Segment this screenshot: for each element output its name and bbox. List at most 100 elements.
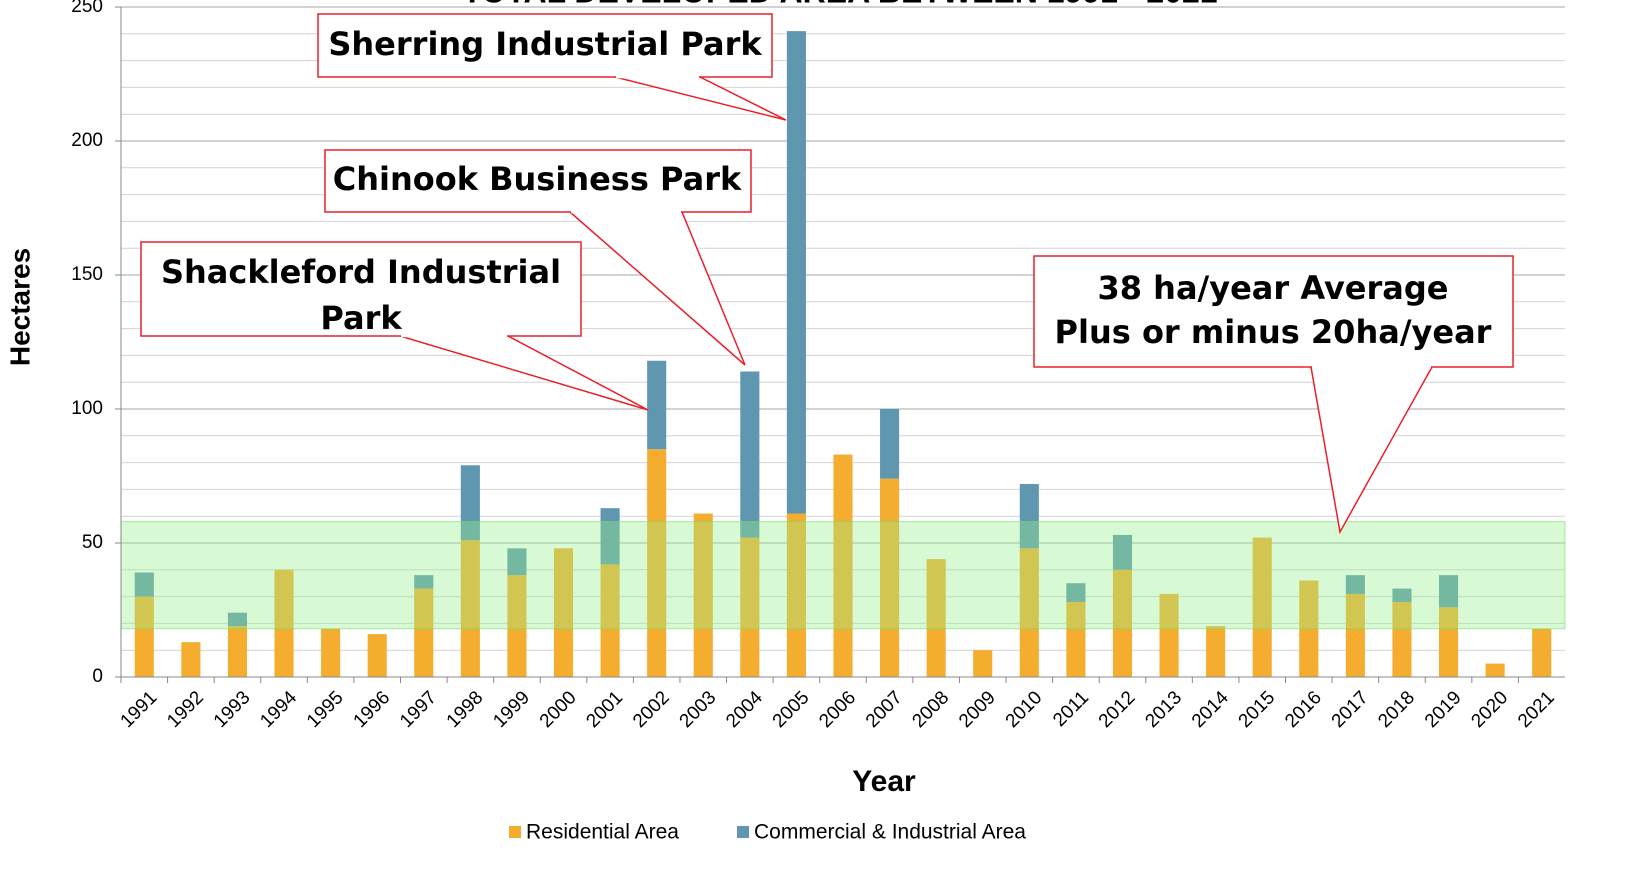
x-tick-label: 1995 (303, 687, 348, 732)
bar-segment (553, 548, 574, 677)
callout-text: Plus or minus 20ha/year (1055, 313, 1492, 351)
bar-segment (367, 634, 387, 677)
bar-segment (1392, 588, 1412, 602)
x-tick-label: 2013 (1141, 687, 1186, 732)
x-tick-label: 1997 (396, 687, 441, 732)
x-tick-label: 2000 (536, 687, 581, 732)
x-tick-label: 2004 (722, 687, 767, 732)
bar-segment (647, 449, 667, 677)
bar-segment (1112, 534, 1133, 570)
x-tick-label: 2003 (676, 687, 721, 732)
x-tick-label: 2017 (1328, 687, 1373, 732)
bar-segment (1206, 626, 1226, 677)
bar-segment (833, 454, 853, 677)
bar-segment (740, 537, 760, 677)
x-tick-label: 2015 (1235, 687, 1280, 732)
bar-segment (1252, 537, 1272, 677)
bar-segment (134, 596, 154, 677)
bar-segment (1019, 548, 1039, 677)
x-tick-label: 1998 (443, 687, 488, 732)
bar-segment (880, 478, 900, 677)
bar-segment (507, 575, 527, 677)
callout-pointer (399, 335, 649, 411)
x-tick-label: 2002 (629, 687, 674, 732)
x-tick-label: 2021 (1514, 687, 1559, 732)
x-axis-label: Year (852, 765, 916, 798)
bar-segment (1019, 484, 1039, 549)
bar-segment (1345, 575, 1365, 594)
callout-text: 38 ha/year Average (1098, 269, 1449, 307)
bar-segment (227, 626, 248, 677)
x-tick-label: 2007 (862, 687, 907, 732)
callout-box (324, 149, 752, 213)
x-tick-label: 2005 (769, 687, 814, 732)
bar-segment (600, 564, 620, 677)
legend-swatch (509, 826, 521, 838)
callout-text: Chinook Business Park (333, 160, 742, 198)
bar-segment (1532, 628, 1552, 677)
bar-segment (414, 588, 434, 677)
x-tick-label: 2008 (908, 687, 953, 732)
y-tick-label: 250 (71, 0, 103, 17)
bar-segment (1438, 575, 1459, 608)
callout-pointer (1310, 366, 1434, 535)
x-tick-label: 1991 (117, 687, 162, 732)
y-tick-label: 0 (92, 666, 103, 687)
x-tick-label: 2009 (955, 687, 1000, 732)
x-tick-label: 2019 (1421, 687, 1466, 732)
chart-title: TOTAL DEVELOPED AREA BETWEEN 1991 - 2021 (462, 0, 1217, 9)
bar-segment (1112, 569, 1133, 677)
callout-box (140, 241, 582, 337)
x-tick-label: 1992 (163, 687, 208, 732)
x-tick-label: 2001 (582, 687, 627, 732)
legend-swatch (737, 826, 749, 838)
bar-segment (647, 360, 667, 450)
x-tick-label: 2012 (1095, 687, 1140, 732)
callout-box (317, 13, 773, 78)
bar-segment (1345, 593, 1365, 677)
x-tick-label: 1993 (210, 687, 255, 732)
legend-label: Commercial & Industrial Area (754, 821, 1026, 844)
bar-segment (693, 513, 713, 677)
bar-segment (274, 569, 294, 677)
y-tick-label: 200 (71, 130, 103, 151)
y-tick-label: 100 (71, 398, 103, 419)
x-tick-label: 2011 (1049, 687, 1093, 731)
x-tick-label: 1996 (350, 687, 395, 732)
x-tick-label: 2020 (1467, 687, 1512, 732)
bar-segment (1159, 593, 1179, 677)
x-tick-label: 2010 (1002, 687, 1047, 732)
bar-segment (786, 513, 806, 677)
callout-pointer (568, 211, 746, 366)
legend-label: Residential Area (526, 821, 679, 844)
callout-text: Sherring Industrial Park (328, 25, 762, 63)
x-tick-label: 1999 (489, 687, 534, 732)
bar-segment (1066, 601, 1086, 677)
average-band (120, 521, 1566, 630)
bar-segment (1485, 663, 1505, 677)
y-tick-label: 150 (71, 264, 103, 285)
x-tick-label: 2018 (1374, 687, 1419, 732)
callout-pointer (614, 76, 787, 121)
bar-segment (740, 371, 760, 538)
bar-segment (460, 540, 480, 677)
x-tick-label: 2016 (1281, 687, 1326, 732)
bar-segment (414, 575, 434, 589)
bar-segment (926, 559, 946, 677)
y-axis-label: Hectares (4, 248, 35, 366)
bar-segment (600, 508, 620, 565)
callout-box (1033, 255, 1514, 368)
bar-segment (227, 612, 248, 627)
bar-segment (507, 548, 527, 576)
bar-segment (880, 409, 900, 479)
bar-segment (1438, 607, 1459, 677)
bar-segment (1392, 601, 1412, 677)
bar-segment (1066, 583, 1086, 602)
x-tick-label: 2014 (1188, 687, 1233, 732)
bar-segment (181, 642, 201, 677)
x-tick-label: 2006 (815, 687, 860, 732)
bar-segment (786, 31, 806, 514)
callout-text: Shackleford Industrial (161, 253, 561, 291)
bar-segment (973, 650, 993, 677)
